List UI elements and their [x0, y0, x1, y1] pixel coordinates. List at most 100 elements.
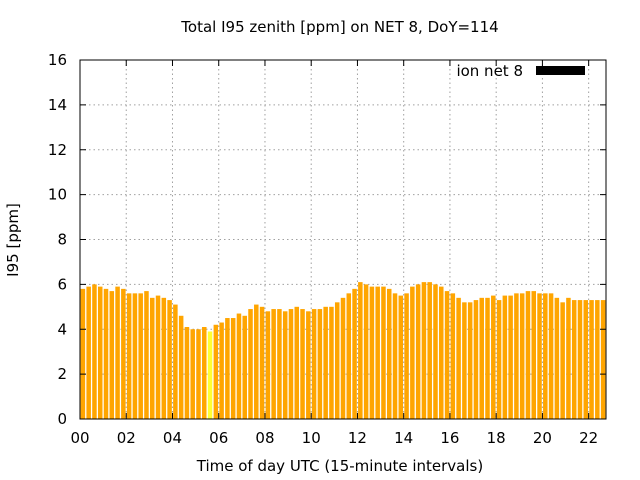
- bar: [352, 288, 357, 419]
- x-tick-label: 02: [117, 429, 136, 447]
- x-tick-label: 14: [394, 429, 413, 447]
- bar: [334, 302, 340, 419]
- bar: [167, 300, 172, 419]
- bar: [537, 293, 542, 419]
- bar: [219, 322, 224, 419]
- bar: [196, 329, 201, 419]
- bar: [508, 295, 513, 419]
- bar: [514, 293, 519, 419]
- bar: [548, 293, 554, 419]
- bar: [427, 282, 432, 419]
- bar: [242, 315, 247, 419]
- bar: [398, 295, 404, 419]
- bar: [456, 297, 461, 419]
- bar: [323, 306, 328, 419]
- x-tick-label: 04: [163, 429, 182, 447]
- x-tick-label: 06: [209, 429, 228, 447]
- bar: [375, 286, 380, 419]
- bar: [462, 302, 467, 419]
- x-tick-label: 16: [440, 429, 459, 447]
- bar: [173, 304, 178, 419]
- x-tick-label: 12: [348, 429, 367, 447]
- bar: [485, 297, 490, 419]
- bar: [109, 291, 115, 419]
- bar: [560, 302, 565, 419]
- legend: ion net 8: [456, 62, 585, 80]
- y-tick-label: 2: [57, 365, 67, 383]
- bar: [439, 286, 444, 419]
- bar: [86, 286, 91, 419]
- bar: [519, 293, 525, 419]
- bar: [340, 297, 346, 419]
- bar: [202, 327, 207, 419]
- bar: [161, 297, 167, 419]
- x-tick-label: 00: [70, 429, 89, 447]
- bar: [444, 291, 450, 419]
- x-tick-label: 22: [579, 429, 598, 447]
- bar: [225, 318, 230, 419]
- bar: [103, 288, 109, 419]
- bar: [282, 311, 288, 419]
- grid: [80, 60, 606, 419]
- bar: [600, 300, 606, 419]
- bar: [502, 295, 508, 419]
- bars: [80, 282, 606, 419]
- bar: [433, 284, 438, 419]
- bar: [392, 293, 398, 419]
- chart-title: Total I95 zenith [ppm] on NET 8, DoY=114: [180, 18, 498, 36]
- bar: [254, 304, 259, 419]
- bar: [155, 295, 161, 419]
- bar: [525, 291, 531, 419]
- bar: [589, 300, 594, 419]
- bar: [358, 282, 363, 419]
- y-axis-label: I95 [ppm]: [4, 203, 22, 277]
- bar: [236, 313, 242, 419]
- bar: [554, 297, 560, 419]
- bar: [178, 315, 184, 419]
- bar: [346, 293, 352, 419]
- bar: [421, 282, 427, 419]
- y-tick-label: 16: [48, 51, 67, 69]
- bar: [311, 309, 317, 419]
- bar: [317, 309, 323, 419]
- bar: [491, 295, 496, 419]
- bar: [288, 309, 294, 419]
- bar: [265, 311, 271, 419]
- bar: [121, 288, 126, 419]
- y-tick-label: 0: [57, 410, 67, 428]
- bar: [566, 297, 571, 419]
- y-axis: 0 2 4 6 8 10 12 14 16: [48, 51, 606, 428]
- bar: [467, 302, 473, 419]
- bar: [410, 286, 415, 419]
- bar: [415, 284, 421, 419]
- legend-swatch: [536, 66, 585, 75]
- bar: [248, 309, 253, 419]
- bar: [496, 300, 502, 419]
- y-tick-label: 10: [48, 186, 67, 204]
- x-tick-label: 08: [255, 429, 274, 447]
- bar: [300, 309, 305, 419]
- bar: [543, 293, 548, 419]
- bar: [126, 293, 132, 419]
- bar: [479, 297, 484, 419]
- y-tick-label: 4: [57, 320, 67, 338]
- bar: [138, 293, 143, 419]
- legend-label: ion net 8: [456, 62, 523, 80]
- bar: [132, 293, 138, 419]
- bar: [531, 291, 537, 419]
- bar: [369, 286, 375, 419]
- bar: [190, 329, 195, 419]
- x-tick-label: 20: [533, 429, 552, 447]
- bar: [583, 300, 589, 419]
- bar: [213, 324, 219, 419]
- bar: [577, 300, 583, 419]
- bar: [97, 286, 103, 419]
- y-tick-label: 6: [57, 275, 67, 293]
- bar: [294, 306, 300, 419]
- y-tick-label: 14: [48, 96, 67, 114]
- bar: [386, 288, 392, 419]
- bar: [363, 284, 369, 419]
- bar: [329, 306, 334, 419]
- x-axis: 00 02 04 06 08 10 12 14 16 18 20 22: [70, 60, 598, 447]
